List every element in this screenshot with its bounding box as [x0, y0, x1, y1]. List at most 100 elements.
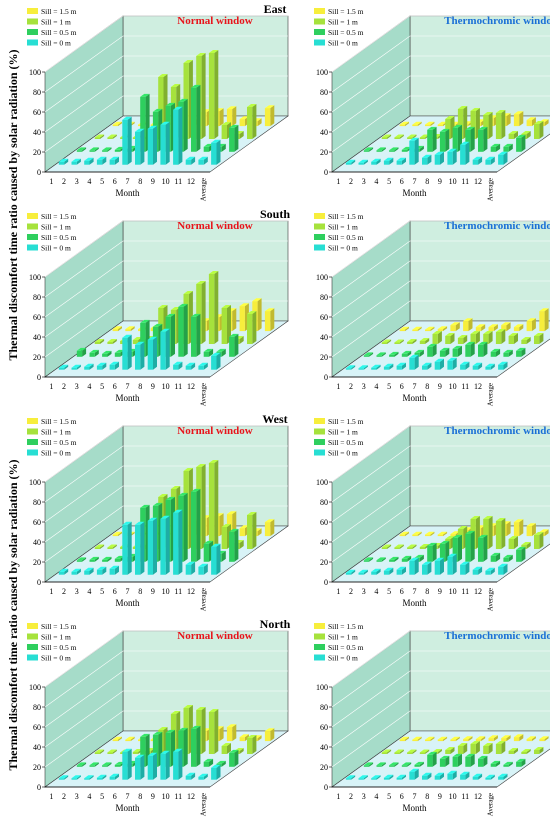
bar-side [201, 281, 206, 344]
bar [427, 545, 433, 562]
legend-swatch [314, 29, 325, 35]
gridline [44, 75, 288, 133]
bar-top [381, 544, 392, 548]
bar-side [478, 362, 483, 370]
bar-top [363, 147, 374, 151]
bar-top [178, 727, 188, 731]
bar [264, 108, 271, 127]
bar-top [452, 124, 462, 128]
bar-side [457, 534, 462, 562]
bar [516, 761, 522, 767]
bar [490, 146, 496, 152]
bar-top [447, 357, 457, 361]
x-tick-label: 11 [174, 177, 182, 186]
bar [488, 327, 494, 332]
bar-top [89, 349, 99, 353]
bar-side [114, 156, 119, 165]
bar [422, 564, 428, 575]
legend-label: Sill = 0 m [41, 39, 71, 48]
y-tick-label: 60 [33, 518, 41, 527]
bar-side [468, 736, 473, 742]
bar-top [203, 758, 214, 762]
bar-side [463, 743, 468, 754]
bar-side [478, 566, 483, 575]
bar-side [478, 156, 483, 165]
bar [389, 559, 395, 562]
bar-side [526, 131, 531, 139]
bar-top [401, 762, 412, 766]
bar [102, 559, 108, 562]
bar-side [102, 566, 107, 575]
bar [203, 543, 209, 562]
bar-side [394, 351, 399, 357]
bar-side [114, 773, 119, 780]
bar-side [239, 540, 244, 549]
bar-side [178, 748, 183, 780]
bar-top [135, 341, 145, 345]
bar [483, 746, 489, 754]
bar-side [539, 121, 544, 139]
legend-swatch [314, 428, 325, 435]
x-tick-label: Average [487, 383, 495, 406]
bar-top [76, 147, 87, 151]
bar-side [519, 734, 524, 742]
bar-side [417, 121, 422, 127]
bar-side [419, 349, 424, 357]
bar [221, 527, 227, 549]
bar-top [76, 557, 87, 561]
gridline [44, 485, 288, 543]
bar [460, 774, 466, 780]
x-tick-label: 1 [336, 382, 340, 391]
x-tick-label: 4 [87, 587, 91, 596]
bar-side [503, 563, 508, 575]
bar [147, 520, 153, 575]
bar [89, 352, 95, 357]
legend-label: Sill = 1.5 m [41, 212, 77, 221]
bar [89, 150, 95, 152]
bar [76, 765, 83, 767]
bar [399, 739, 405, 742]
bar-side [165, 515, 170, 575]
bar [112, 739, 118, 742]
y-tick-label: 60 [320, 108, 328, 117]
y-tick-label: 60 [320, 313, 328, 322]
bar-side [488, 743, 493, 754]
gridline [331, 75, 550, 133]
bar-top [173, 106, 183, 110]
bar [534, 535, 540, 549]
bar-side [244, 734, 249, 742]
bar-side [178, 106, 183, 165]
bar-top [412, 326, 422, 330]
gridline [44, 630, 288, 688]
y-tick-label: 40 [320, 333, 328, 342]
bar-top [191, 84, 201, 88]
bar-top [460, 361, 470, 365]
bar-top [439, 347, 450, 351]
gridline [44, 95, 288, 153]
bar [425, 329, 431, 332]
bar-side [153, 517, 157, 575]
bar [422, 157, 428, 165]
bar-top [198, 563, 208, 567]
bar [147, 339, 153, 370]
bar-side [239, 131, 244, 139]
bar-top [196, 53, 206, 56]
y-tick-label: 20 [33, 763, 41, 772]
bar-top [503, 349, 513, 353]
bar [425, 534, 431, 537]
bar [521, 340, 527, 344]
bar-top [508, 748, 518, 751]
bar [396, 777, 402, 780]
bar-top [226, 106, 237, 110]
x-tick-label: 8 [138, 792, 142, 801]
bar [239, 737, 245, 742]
bar-side [203, 156, 208, 165]
legend-label: Sill = 1.5 m [41, 622, 77, 631]
bar [503, 764, 509, 767]
bar [437, 124, 443, 127]
bar [109, 364, 115, 370]
bar-side [394, 556, 399, 562]
x-tick-label: 8 [425, 177, 429, 186]
bar-top [84, 567, 94, 571]
bar [229, 531, 235, 562]
